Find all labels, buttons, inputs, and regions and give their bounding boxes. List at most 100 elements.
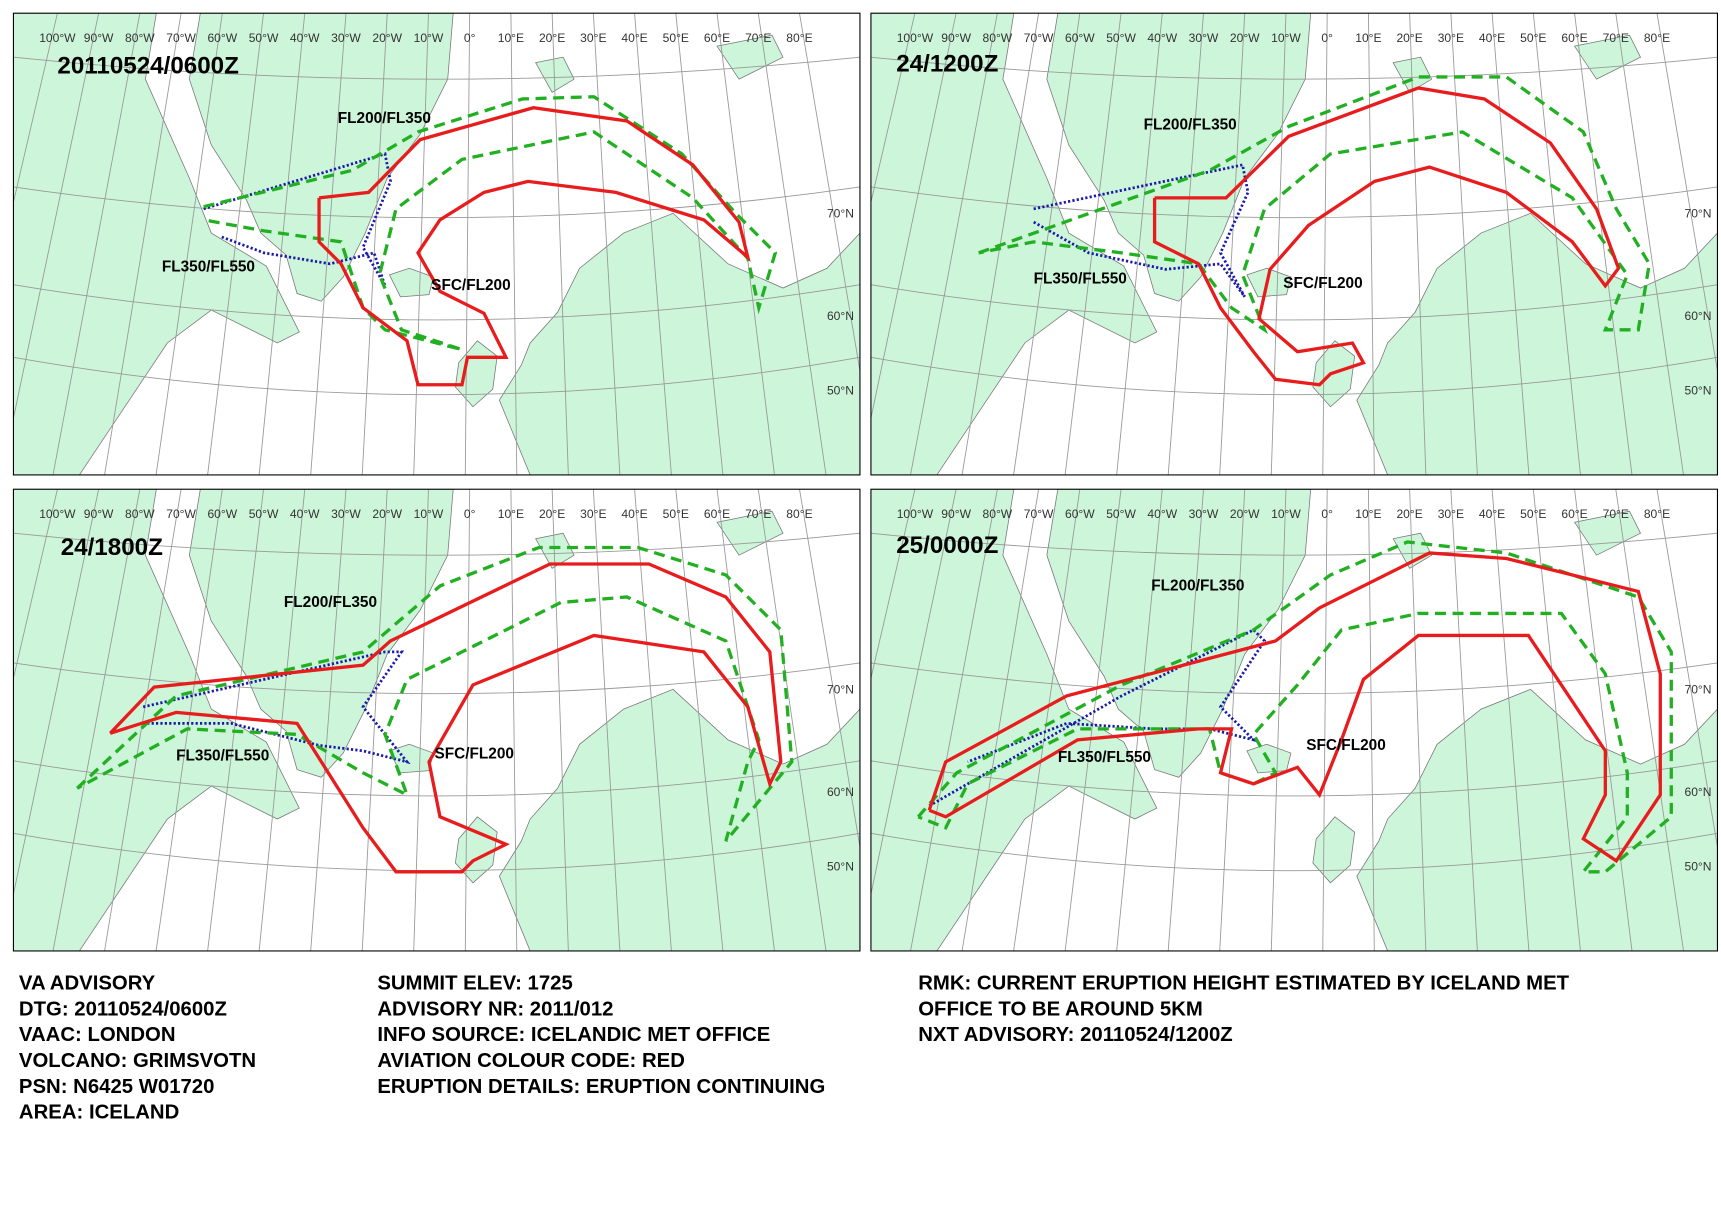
- level-label: SFC/FL200: [431, 277, 510, 294]
- meridian: [1367, 13, 1375, 475]
- meridian: [104, 489, 182, 951]
- meridian: [13, 489, 58, 681]
- meridian: [910, 13, 998, 475]
- level-label: SFC/FL200: [1283, 275, 1362, 292]
- meridian: [1322, 489, 1328, 951]
- longitude-label: 80°E: [1644, 507, 1670, 521]
- longitude-label: 20°E: [1396, 507, 1422, 521]
- longitude-label: 10°E: [1355, 31, 1381, 45]
- meridian: [1322, 13, 1328, 475]
- level-label: SFC/FL200: [434, 746, 513, 763]
- meridian: [1270, 489, 1287, 951]
- longitude-label: 60°W: [207, 31, 237, 45]
- parallel: [870, 662, 1718, 695]
- longitude-label: 100°W: [897, 507, 934, 521]
- parallel: [870, 56, 1718, 80]
- advisory-line: AREA: ICELAND: [19, 1102, 179, 1124]
- meridian: [155, 13, 223, 475]
- longitude-label: 60°E: [1561, 507, 1587, 521]
- longitude-label: 90°W: [84, 507, 114, 521]
- meridian: [1615, 489, 1684, 951]
- latitude-label: 50°N: [827, 384, 854, 398]
- meridian: [870, 13, 957, 421]
- meridian: [1450, 489, 1478, 951]
- latitude-label: 70°N: [827, 207, 854, 221]
- latitude-label: 50°N: [1684, 384, 1711, 398]
- longitude-label: 40°W: [1147, 31, 1177, 45]
- longitude-label: 30°W: [331, 507, 361, 521]
- longitude-label: 0°: [1321, 507, 1333, 521]
- meridian: [52, 489, 141, 951]
- map-content: [870, 13, 1718, 475]
- longitude-label: 70°W: [1024, 31, 1054, 45]
- latitude-label: 50°N: [1684, 860, 1711, 874]
- meridian: [207, 13, 264, 475]
- longitude-label: 30°W: [331, 31, 361, 45]
- longitude-label: 80°E: [1644, 31, 1670, 45]
- meridian: [757, 489, 827, 951]
- meridian: [510, 13, 518, 475]
- longitude-label: 70°E: [1603, 507, 1629, 521]
- panel-border: [12, 488, 861, 952]
- meridian: [464, 13, 471, 475]
- panel-border: [870, 488, 1719, 952]
- panel-time: 24/1800Z: [61, 534, 163, 561]
- longitude-label: 30°E: [1438, 31, 1464, 45]
- longitude-label: 0°: [464, 507, 476, 521]
- longitude-label: 50°E: [663, 507, 689, 521]
- meridian: [13, 13, 58, 205]
- ash-top: [1032, 163, 1250, 298]
- level-label: FL200/FL350: [1144, 117, 1237, 134]
- advisory-line: VA ADVISORY: [19, 972, 156, 994]
- longitude-label: 50°E: [1520, 507, 1546, 521]
- meridian: [258, 13, 306, 475]
- land: [498, 212, 860, 475]
- longitude-label: 80°W: [125, 31, 155, 45]
- longitude-label: 20°W: [1230, 31, 1260, 45]
- meridian: [675, 489, 724, 951]
- meridian: [13, 489, 100, 897]
- longitude-label: 20°W: [372, 507, 402, 521]
- land: [1356, 212, 1718, 475]
- advisory-line: RMK: CURRENT ERUPTION HEIGHT ESTIMATED B…: [918, 972, 1569, 994]
- advisory-line: AVIATION COLOUR CODE: RED: [377, 1050, 685, 1072]
- advisory-line: VOLCANO: GRIMSVOTN: [19, 1050, 256, 1072]
- parallel: [870, 760, 1718, 797]
- longitude-label: 10°E: [498, 507, 524, 521]
- ash-lower: [1152, 86, 1621, 387]
- longitude-label: 100°W: [39, 31, 76, 45]
- map-content: [870, 489, 1718, 951]
- parallel: [13, 186, 860, 219]
- longitude-label: 30°W: [1189, 31, 1219, 45]
- panel-time: 24/1200Z: [896, 50, 998, 77]
- longitude-label: 40°W: [290, 31, 320, 45]
- longitude-label: 20°E: [539, 31, 565, 45]
- land: [1246, 267, 1292, 298]
- latitude-label: 60°N: [1684, 785, 1711, 799]
- land: [870, 489, 1158, 951]
- longitude-label: 50°E: [663, 31, 689, 45]
- meridian: [1656, 489, 1718, 850]
- longitude-label: 60°E: [704, 507, 730, 521]
- meridian: [551, 489, 569, 951]
- meridian: [1116, 13, 1163, 475]
- longitude-label: 50°W: [1106, 31, 1136, 45]
- longitude-label: 10°E: [1355, 507, 1381, 521]
- map-panel: 100°W 90°W 80°W 70°W 60°W 50°W 40°W 30°W 20°W 10°…: [870, 488, 1719, 952]
- longitude-label: 30°E: [580, 31, 606, 45]
- longitude-label: 50°E: [1520, 31, 1546, 45]
- meridian: [1656, 13, 1718, 374]
- ash-upper: [203, 95, 778, 352]
- latitude-label: 70°N: [1684, 683, 1711, 697]
- land: [1046, 13, 1312, 302]
- advisory-line: INFO SOURCE: ICELANDIC MET OFFICE: [377, 1024, 770, 1046]
- parallel: [13, 662, 860, 695]
- meridian: [413, 13, 429, 475]
- longitude-label: 20°E: [539, 507, 565, 521]
- meridian: [1064, 13, 1122, 475]
- meridian: [1450, 13, 1478, 475]
- meridian: [1532, 13, 1581, 475]
- ash-top: [203, 152, 392, 287]
- longitude-label: 80°W: [125, 507, 155, 521]
